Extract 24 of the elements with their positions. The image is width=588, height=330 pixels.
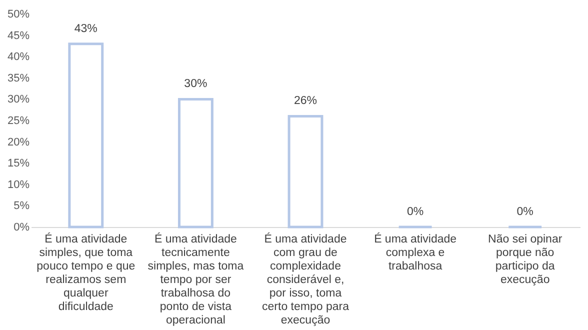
x-tick-label: Não sei opinar porque não participo da execução — [488, 234, 562, 286]
y-tick-label: 5% — [14, 200, 30, 212]
y-tick-label: 25% — [7, 115, 30, 127]
y-tick-label: 10% — [7, 178, 30, 191]
y-tick-label: 30% — [7, 94, 30, 106]
data-label: 43% — [74, 22, 98, 35]
data-label: 0% — [406, 206, 424, 218]
y-tick-label: 45% — [7, 30, 30, 42]
x-tick-label: É uma atividade simples, que toma pouco tempo e que realizamos sem qualquer dificuldade — [36, 232, 136, 313]
x-tick-label: É uma atividade com grau de complexidade considerável e, por isso, toma certo tempo para execução — [262, 232, 350, 326]
x-tick-label: É uma atividade complexa e trabalhosa — [374, 232, 457, 272]
y-tick-label: 50% — [7, 8, 30, 20]
x-tick-label: É uma atividade tecnicamente simples, mas toma tempo por ser trabalhosa do ponto de vista operacional — [148, 232, 244, 326]
bar — [288, 114, 324, 228]
bar — [68, 42, 104, 228]
y-tick-label: 40% — [7, 51, 30, 64]
data-label: 26% — [294, 95, 318, 108]
y-tick-label: 20% — [7, 136, 30, 148]
data-label: 30% — [184, 78, 208, 90]
bar — [178, 98, 214, 228]
data-label: 0% — [516, 206, 534, 218]
y-tick-label: 35% — [7, 72, 30, 84]
y-tick-label: 0% — [14, 222, 30, 234]
y-tick-label: 15% — [7, 158, 30, 170]
